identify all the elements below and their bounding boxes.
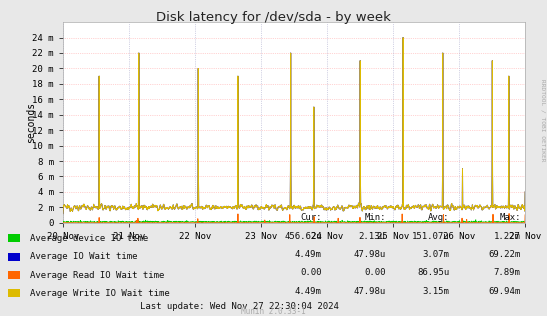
Text: Max:: Max: bbox=[499, 213, 521, 222]
Text: 0.00: 0.00 bbox=[364, 268, 386, 277]
Text: 7.89m: 7.89m bbox=[494, 268, 521, 277]
Text: 0.00: 0.00 bbox=[300, 268, 322, 277]
Text: 3.07m: 3.07m bbox=[423, 250, 450, 259]
Text: RRDTOOL / TOBI OETIKER: RRDTOOL / TOBI OETIKER bbox=[541, 79, 546, 161]
Text: 151.07u: 151.07u bbox=[412, 232, 450, 240]
Text: Avg:: Avg: bbox=[428, 213, 450, 222]
Text: Average device IO time: Average device IO time bbox=[30, 234, 148, 243]
Text: Cur:: Cur: bbox=[300, 213, 322, 222]
Text: Average Read IO Wait time: Average Read IO Wait time bbox=[30, 271, 165, 280]
Text: 47.98u: 47.98u bbox=[353, 287, 386, 295]
Text: Min:: Min: bbox=[364, 213, 386, 222]
Text: Average Write IO Wait time: Average Write IO Wait time bbox=[30, 289, 170, 298]
Text: Disk latency for /dev/sda - by week: Disk latency for /dev/sda - by week bbox=[156, 11, 391, 24]
Text: 1.22m: 1.22m bbox=[494, 232, 521, 240]
Text: 2.13u: 2.13u bbox=[359, 232, 386, 240]
Text: 69.22m: 69.22m bbox=[488, 250, 521, 259]
Text: Last update: Wed Nov 27 22:30:04 2024: Last update: Wed Nov 27 22:30:04 2024 bbox=[140, 302, 339, 311]
Text: 69.94m: 69.94m bbox=[488, 287, 521, 295]
Text: 47.98u: 47.98u bbox=[353, 250, 386, 259]
Text: Munin 2.0.33-1: Munin 2.0.33-1 bbox=[241, 307, 306, 316]
Text: 4.49m: 4.49m bbox=[295, 287, 322, 295]
Text: Average IO Wait time: Average IO Wait time bbox=[30, 252, 138, 261]
Text: 456.62u: 456.62u bbox=[284, 232, 322, 240]
Text: 3.15m: 3.15m bbox=[423, 287, 450, 295]
Text: 4.49m: 4.49m bbox=[295, 250, 322, 259]
Text: 86.95u: 86.95u bbox=[417, 268, 450, 277]
Y-axis label: seconds: seconds bbox=[26, 102, 36, 143]
